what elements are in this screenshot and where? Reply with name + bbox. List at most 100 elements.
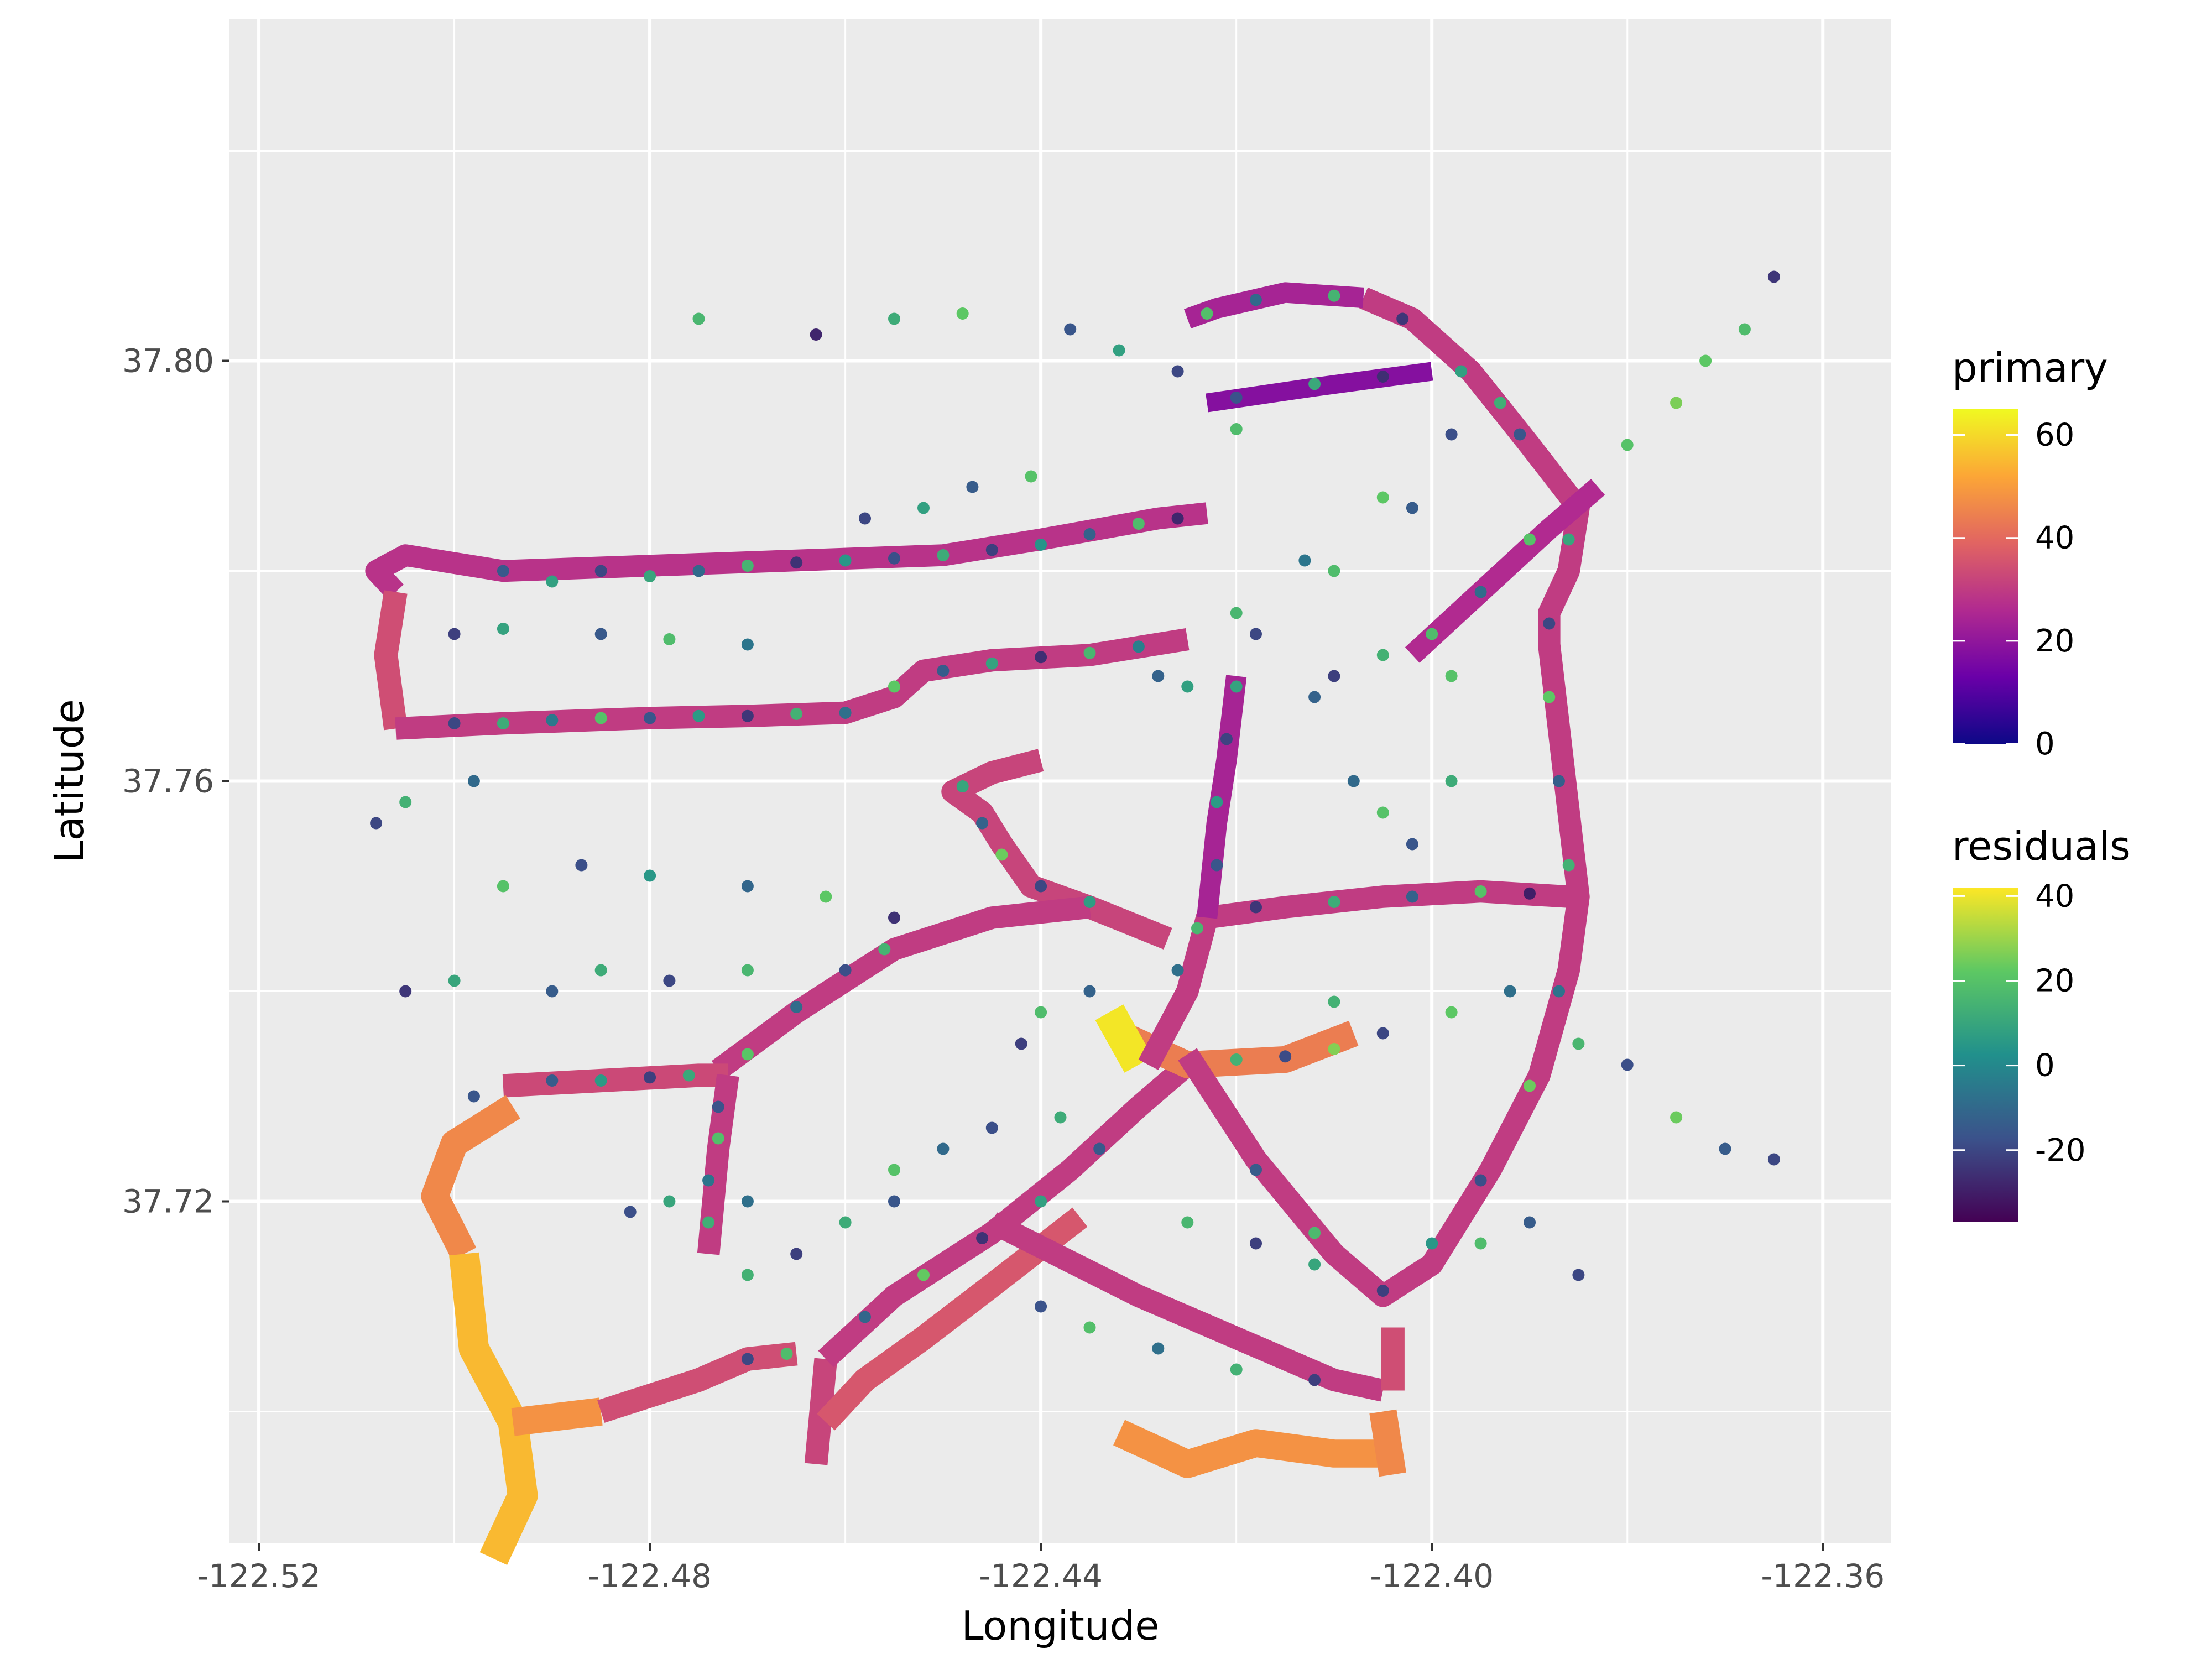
residual-point	[1308, 691, 1321, 703]
x-tick-label: -122.48	[588, 1557, 712, 1595]
residual-point	[1406, 838, 1418, 851]
residual-point	[1426, 628, 1438, 640]
residual-point	[956, 307, 969, 320]
legend-tick-label: 40	[2035, 520, 2074, 556]
residual-point	[1474, 1174, 1487, 1187]
residual-point	[467, 775, 480, 787]
residual-point	[1621, 439, 1634, 451]
primary-path-segment	[1095, 1004, 1153, 1073]
residual-point	[1562, 859, 1575, 872]
residual-point	[820, 890, 832, 903]
residual-point	[594, 712, 607, 724]
residual-point	[1171, 512, 1184, 525]
residual-point	[1376, 649, 1389, 661]
residual-point	[1406, 502, 1418, 514]
residual-point	[1328, 670, 1340, 682]
residual-point	[888, 552, 900, 565]
primary-path-segment	[374, 590, 408, 731]
residual-point	[1171, 964, 1184, 977]
residual-point	[448, 974, 461, 987]
residual-point	[1083, 985, 1096, 998]
residual-point	[1250, 1164, 1262, 1176]
residual-point	[546, 1074, 559, 1087]
residual-point	[1670, 1111, 1683, 1124]
residual-point	[1015, 1037, 1027, 1050]
residual-point	[1083, 896, 1096, 908]
residual-point	[1406, 890, 1418, 903]
residual-point	[1171, 365, 1184, 378]
residual-point	[448, 628, 461, 640]
residual-point	[1211, 859, 1223, 872]
residual-point	[1308, 1374, 1321, 1386]
residual-point	[1201, 307, 1213, 320]
residual-point	[859, 1311, 871, 1323]
residual-point	[1445, 428, 1458, 441]
legend-tick-label: 60	[2035, 418, 2074, 453]
residual-point	[1524, 887, 1536, 900]
residual-point	[917, 1269, 930, 1281]
residual-point	[780, 1348, 793, 1360]
residual-point	[1230, 423, 1243, 435]
residual-point	[878, 943, 891, 956]
residual-point	[1621, 1058, 1634, 1071]
residual-point	[1132, 518, 1145, 530]
legend-title: primary	[1952, 345, 2108, 391]
residual-point	[1054, 1111, 1067, 1124]
residual-point	[1376, 1027, 1389, 1040]
residual-point	[1035, 539, 1047, 551]
primary-path-segment	[1405, 478, 1605, 663]
residual-point	[1426, 1237, 1438, 1250]
residual-point	[1524, 1079, 1536, 1092]
legend-colorbar	[1953, 409, 2018, 744]
primary-path-segment	[1113, 1420, 1393, 1478]
residual-point	[370, 817, 383, 830]
residual-point	[702, 1216, 715, 1229]
residual-point	[546, 575, 559, 588]
residual-point	[692, 312, 705, 325]
x-tick-label: -122.40	[1370, 1557, 1494, 1595]
residual-point	[1328, 1043, 1340, 1055]
residual-point	[1220, 733, 1233, 745]
residual-point	[1230, 607, 1243, 619]
residual-point	[1181, 680, 1194, 693]
residual-point	[888, 680, 900, 693]
residual-point	[1376, 491, 1389, 504]
residual-point	[741, 964, 754, 977]
legend-primary: primary 0 20 40 60	[1952, 345, 2108, 762]
residual-point	[448, 717, 461, 729]
residual-point	[546, 985, 559, 998]
y-tick-label: 37.80	[122, 342, 214, 380]
residual-point	[1474, 1237, 1487, 1250]
y-tick-label: 37.72	[122, 1183, 214, 1220]
legend-tick-label: 20	[2035, 623, 2074, 659]
residual-point	[1308, 1258, 1321, 1271]
residual-point	[956, 780, 969, 792]
residual-point	[1376, 806, 1389, 819]
residual-point	[1083, 646, 1096, 659]
primary-path-segment	[511, 1397, 603, 1436]
primary-path-segment	[817, 1207, 1088, 1431]
residual-point	[1035, 1006, 1047, 1019]
residual-point	[985, 1121, 998, 1134]
residual-point	[1738, 323, 1751, 336]
residual-point	[1445, 775, 1458, 787]
residual-point	[1719, 1142, 1731, 1155]
residual-point	[1230, 680, 1243, 693]
residual-point	[712, 1100, 724, 1113]
residual-point	[1474, 586, 1487, 598]
residual-point	[1328, 995, 1340, 1008]
residual-point	[985, 657, 998, 670]
primary-path-segment	[365, 502, 1208, 599]
residual-point	[1524, 533, 1536, 546]
residual-point	[888, 911, 900, 924]
legend-tick-label: 0	[2035, 1048, 2055, 1084]
residual-point	[1562, 533, 1575, 546]
residual-point	[467, 1090, 480, 1103]
residual-point	[575, 859, 588, 872]
residual-point	[937, 665, 950, 677]
residual-point	[741, 880, 754, 893]
residual-point	[741, 638, 754, 651]
primary-path-segment	[818, 1056, 1195, 1368]
residual-point	[1250, 901, 1262, 914]
residual-point-layer	[370, 270, 1780, 1386]
